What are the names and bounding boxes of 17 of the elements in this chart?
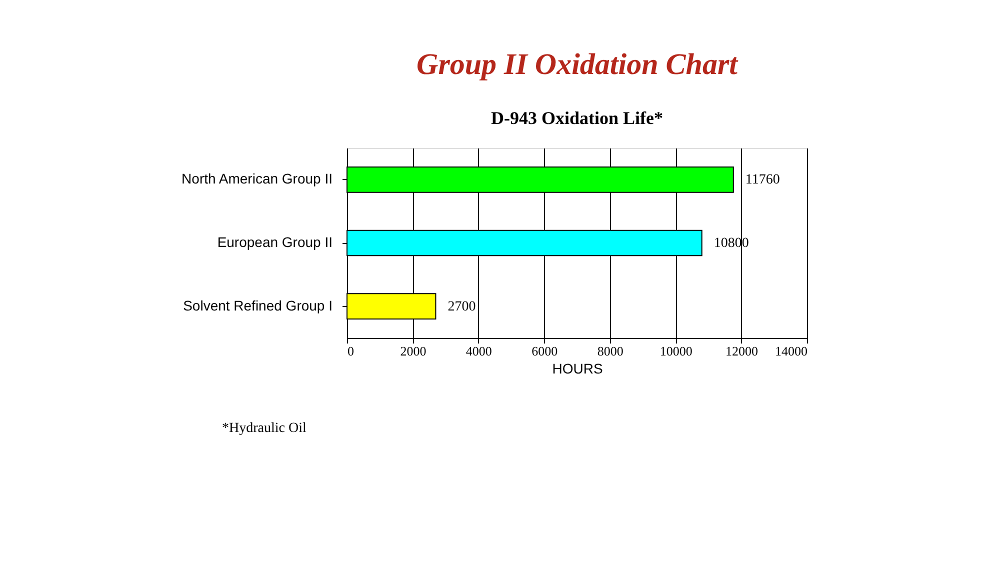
- x-tick-label: 2000: [400, 344, 426, 358]
- x-tick-label: 0: [348, 344, 354, 358]
- data-label: 11760: [745, 172, 780, 188]
- y-tick-label: European Group II: [217, 234, 332, 250]
- x-tick-label: 6000: [532, 344, 558, 358]
- x-tick-label: 14000: [775, 344, 808, 358]
- y-tick-label: Solvent Refined Group I: [183, 297, 332, 314]
- text: *Hydraulic Oil: [222, 421, 306, 436]
- x-axis-title: HOURS: [552, 360, 603, 376]
- chart-subtitle: D-943 Oxidation Life*: [490, 108, 664, 128]
- x-tick-label: 10000: [660, 344, 692, 358]
- x-tick-label: 12000: [726, 344, 758, 358]
- data-label: 2700: [448, 299, 476, 314]
- x-tick-label: 4000: [466, 344, 492, 358]
- y-tick-label: North American Group II: [182, 170, 332, 187]
- chart-title: Group II Oxidation Chart: [416, 48, 740, 81]
- x-tick-label: 8000: [597, 344, 624, 358]
